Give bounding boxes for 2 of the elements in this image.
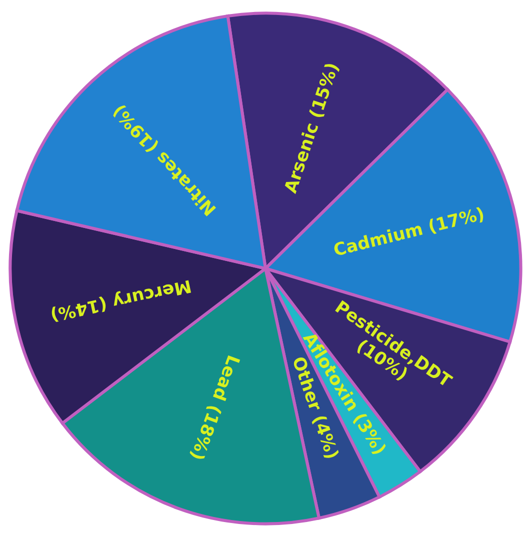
slice-label: Cadmium (17%) bbox=[332, 206, 485, 258]
slice-label: Mercury (14%) bbox=[50, 276, 192, 323]
